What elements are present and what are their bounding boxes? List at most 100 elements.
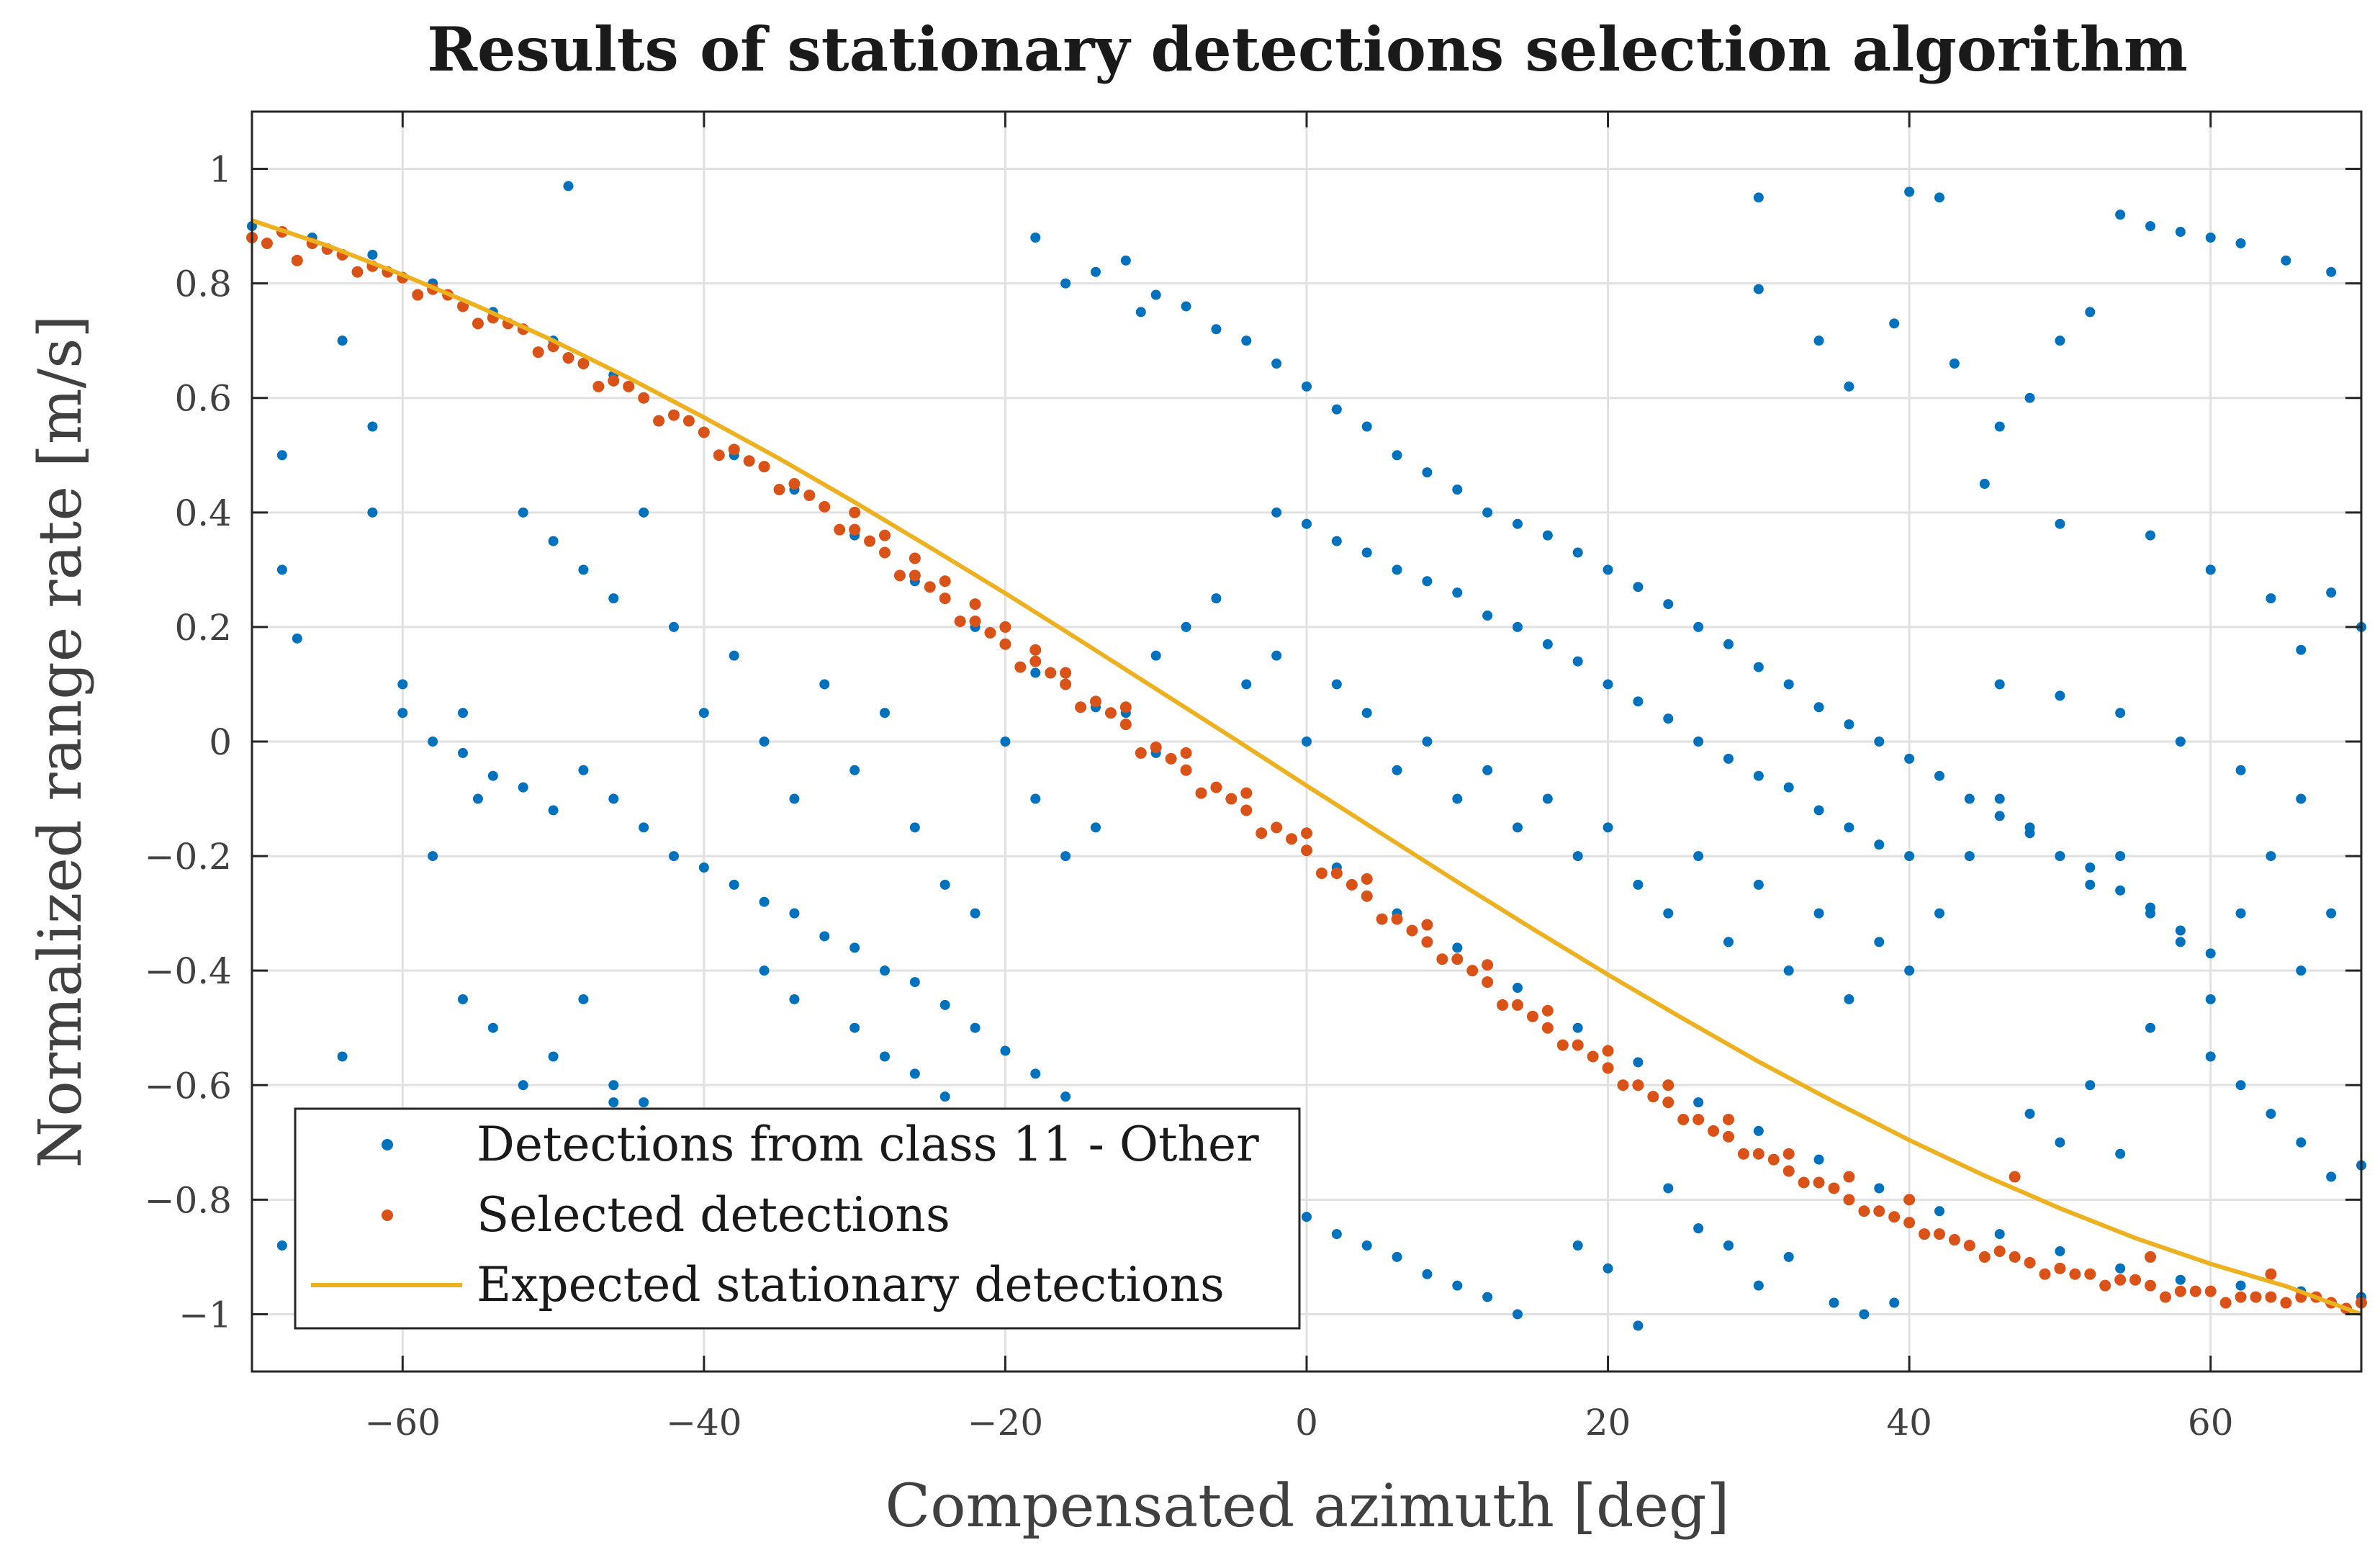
selected-point [1119,719,1132,731]
y-tick-label: 0.6 [174,378,232,420]
detection-point [1542,793,1553,804]
detection-point [1693,621,1704,632]
detection-point [1844,381,1854,392]
selected-point [788,478,801,490]
detection-point [1000,737,1011,747]
selected-point [1677,1114,1690,1125]
detection-point [1000,1045,1011,1056]
selected-point [1526,1010,1538,1022]
detection-point [1783,679,1794,690]
detection-point [1603,564,1613,575]
selected-point [1090,695,1101,708]
detection-point [1452,1280,1463,1291]
detection-point [880,965,890,976]
detection-point [578,564,589,575]
detection-point [729,879,739,890]
x-tick-label: 20 [1585,1402,1631,1443]
detection-point [2055,518,2065,529]
selected-point [939,575,951,587]
selected-point [1843,1194,1855,1206]
detection-point [2085,307,2096,317]
detection-point [563,181,574,192]
selected-point [954,615,966,627]
selected-point [1903,1217,1916,1229]
selected-point [909,569,921,582]
detection-point [1753,192,1764,203]
detection-point [1844,822,1854,833]
detection-point [698,862,709,873]
detection-point [487,1022,498,1033]
selected-point [532,346,544,359]
detection-point [759,896,770,907]
detection-point [1482,611,1493,621]
detection-point [2326,1171,2337,1182]
detection-point [1030,233,1041,243]
selected-point [577,358,590,369]
detection-point [1513,518,1523,529]
selected-point [1993,1245,2006,1257]
detection-point [1994,793,2005,804]
detection-point [1813,805,1824,816]
detection-point [2085,879,2096,890]
detection-point [2235,238,2246,248]
selected-point [1482,959,1494,971]
selected-point [969,598,981,611]
detection-point [1783,965,1794,976]
detection-point [698,708,709,719]
selected-point [1060,667,1072,679]
detection-point [1030,793,1041,804]
selected-point [1271,821,1283,834]
selected-point [1662,1079,1674,1091]
detection-point [2175,737,2186,747]
selected-point [1315,867,1328,879]
detection-point [2145,902,2155,913]
selected-point [1828,1182,1840,1194]
detection-point [1392,450,1402,461]
selected-point [1119,701,1132,713]
detection-point [1844,719,1854,730]
detection-point [1361,421,1372,432]
y-tick-label: −0.2 [145,836,232,878]
detection-point [970,908,981,919]
detection-point [276,1240,287,1251]
detection-point [1753,1125,1764,1136]
y-tick-label: −0.4 [145,950,232,992]
detection-point [2115,708,2126,719]
detection-point [1783,782,1794,793]
selected-point [864,535,876,547]
detection-point [548,805,559,816]
detection-point [1874,737,1885,747]
detection-point [1271,650,1282,661]
detection-point [669,851,679,862]
x-tick-label: −40 [666,1402,742,1443]
selected-point [1150,741,1162,753]
detection-point [2205,1051,2216,1062]
detection-point [639,507,649,518]
selected-point [1782,1165,1795,1177]
detection-point [1813,335,1824,346]
detection-point [1030,1068,1041,1079]
x-axis: −60 −40 −20 0 20 40 60 [365,112,2234,1443]
detection-point [1361,1240,1372,1251]
detection-point [608,593,619,604]
detection-point [1994,679,2005,690]
y-tick-label: 1 [209,149,232,191]
detection-point [1513,983,1523,994]
detection-point [1135,307,1146,317]
selected-point [1632,1079,1644,1091]
selected-point [2084,1268,2096,1280]
selected-point [1978,1251,1991,1263]
detection-point [2266,1109,2276,1120]
selected-point [1858,1205,1870,1217]
selected-point [969,615,981,627]
selected-point [1873,1205,1885,1217]
selected-point [728,443,740,456]
detection-point [1753,770,1764,781]
detection-point [789,994,800,1004]
detection-point [939,1091,950,1102]
detection-point [1181,621,1191,632]
detection-point [2145,530,2155,541]
detection-point [1753,662,1764,672]
detection-point [1633,582,1644,593]
detection-point [1753,879,1764,890]
